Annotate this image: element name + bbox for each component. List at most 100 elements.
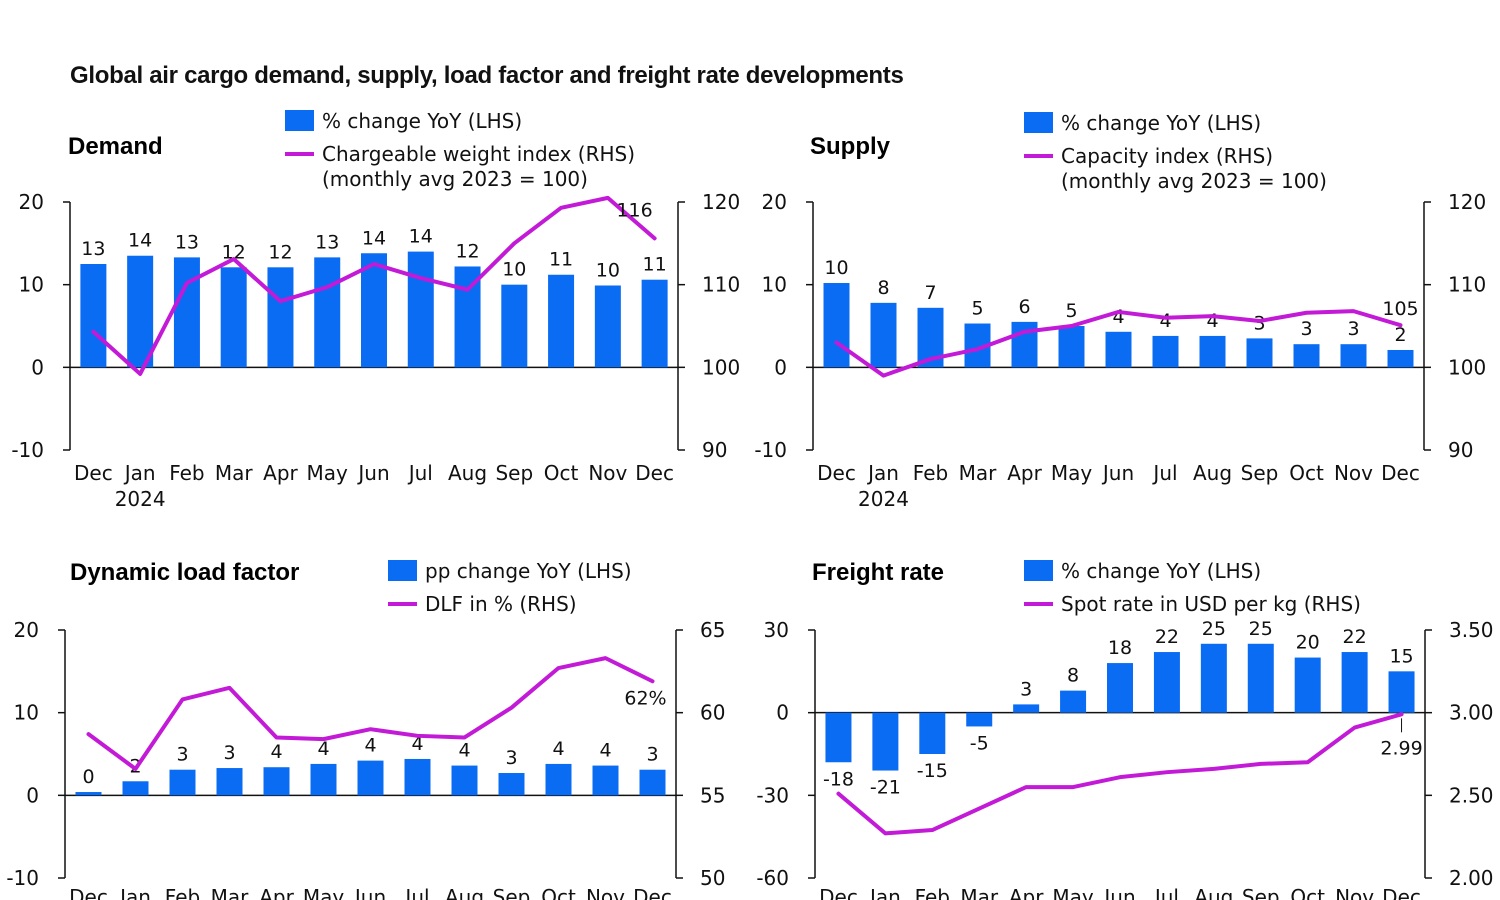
x-tick-label: Aug xyxy=(1194,885,1233,900)
bar-data-label: 12 xyxy=(455,240,479,262)
bar-data-label: 25 xyxy=(1202,618,1226,640)
series-line xyxy=(86,656,655,771)
bar-data-label: 3 xyxy=(176,744,188,766)
bar xyxy=(1294,657,1321,713)
bar-data-label: 3 xyxy=(1300,318,1312,340)
left-tick-label: 10 xyxy=(14,701,39,725)
bar xyxy=(1246,338,1273,368)
bar-data-label: 13 xyxy=(315,231,339,253)
bar xyxy=(216,768,243,796)
right-tick-label: 3.00 xyxy=(1449,701,1494,725)
bar xyxy=(1293,344,1320,368)
x-tick-label: May xyxy=(303,885,345,900)
bar-data-label: 3 xyxy=(223,742,235,764)
x-tick-label: Oct xyxy=(544,461,579,485)
x-tick-label: Jan xyxy=(866,461,899,485)
x-tick-label: Apr xyxy=(1009,885,1044,900)
panel-title: Demand xyxy=(68,133,163,160)
legend-line-label: Chargeable weight index (RHS) xyxy=(322,142,635,166)
line-end-label: 62% xyxy=(624,687,666,709)
bar xyxy=(1340,344,1367,368)
supply-chart: Supply % change YoY (LHS) Capacity index (… xyxy=(754,111,1486,511)
x-tick-label: Oct xyxy=(1290,885,1325,900)
bar-data-label: 22 xyxy=(1155,626,1179,648)
bar-data-label: 3 xyxy=(646,744,658,766)
x-year-label: 2024 xyxy=(858,487,909,511)
bar-data-label: 4 xyxy=(458,740,470,762)
bar-data-label: 5 xyxy=(971,298,983,320)
bar xyxy=(966,712,993,727)
right-tick-label: 3.50 xyxy=(1449,618,1494,642)
bar xyxy=(498,773,525,796)
bar-data-label: 12 xyxy=(222,241,246,263)
left-tick-label: -10 xyxy=(754,438,787,462)
x-tick-label: Sep xyxy=(1241,461,1279,485)
bar-data-label: 12 xyxy=(268,241,292,263)
left-tick-label: 10 xyxy=(762,273,787,297)
bar-data-label: 8 xyxy=(877,277,889,299)
bar xyxy=(1105,331,1132,368)
x-tick-label: Feb xyxy=(915,885,950,900)
bar xyxy=(639,769,666,796)
x-tick-label: Aug xyxy=(1193,461,1232,485)
x-tick-label: Dec xyxy=(633,885,672,900)
bar xyxy=(825,712,852,763)
legend-bar-swatch xyxy=(285,110,314,131)
x-tick-label: Dec xyxy=(1381,461,1420,485)
bar xyxy=(545,763,572,796)
bar-data-label: 4 xyxy=(552,738,564,760)
bar xyxy=(1341,652,1368,713)
bar xyxy=(1153,652,1180,713)
x-tick-label: Jan xyxy=(118,885,151,900)
bar xyxy=(80,264,107,368)
legend-bar-swatch xyxy=(388,560,417,581)
right-tick-label: 110 xyxy=(702,273,740,297)
x-tick-label: Jun xyxy=(1101,461,1134,485)
load-factor-chart: Dynamic load factor pp change YoY (LHS) DL… xyxy=(6,559,725,900)
x-tick-label: Jul xyxy=(1151,461,1177,485)
legend-bar-label: % change YoY (LHS) xyxy=(1061,111,1261,135)
left-tick-label: 10 xyxy=(19,273,44,297)
bar xyxy=(1060,690,1087,713)
legend-bar-swatch xyxy=(1024,560,1053,581)
bar xyxy=(1200,643,1227,713)
bar xyxy=(127,255,154,368)
bar xyxy=(919,712,946,754)
bar-data-label: 11 xyxy=(549,249,573,271)
bar-data-label: 3 xyxy=(505,747,517,769)
bar-data-label: 3 xyxy=(1020,678,1032,700)
x-tick-label: Jan xyxy=(868,885,901,900)
bar xyxy=(122,781,149,796)
left-tick-label: 20 xyxy=(19,190,44,214)
bar xyxy=(1152,335,1179,368)
bar-data-label: 7 xyxy=(924,282,936,304)
bar xyxy=(361,253,387,368)
bar xyxy=(823,283,850,368)
right-tick-label: 60 xyxy=(700,701,725,725)
x-year-label: 2024 xyxy=(115,487,166,511)
bar-data-label: 10 xyxy=(502,259,526,281)
left-tick-label: -60 xyxy=(756,866,789,890)
left-tick-label: 0 xyxy=(26,783,39,807)
x-tick-label: Feb xyxy=(913,461,948,485)
x-tick-label: Feb xyxy=(165,885,200,900)
bar-data-label: 11 xyxy=(643,254,667,276)
bar-data-label: 13 xyxy=(81,238,105,260)
bar xyxy=(594,285,621,368)
x-tick-label: Jul xyxy=(403,885,429,900)
right-tick-label: 65 xyxy=(700,618,725,642)
left-tick-label: 0 xyxy=(31,355,44,379)
x-tick-label: May xyxy=(1052,885,1094,900)
bar xyxy=(1058,326,1085,368)
bar-data-label: 14 xyxy=(128,230,152,252)
right-tick-label: 120 xyxy=(702,190,740,214)
bar xyxy=(548,274,575,368)
left-tick-label: 20 xyxy=(762,190,787,214)
left-tick-label: 20 xyxy=(14,618,39,642)
bar-data-label: 18 xyxy=(1108,637,1132,659)
bar-data-label: 4 xyxy=(364,735,376,757)
x-tick-label: Jul xyxy=(407,461,433,485)
bar-data-label: 2 xyxy=(1394,324,1406,346)
x-tick-label: Dec xyxy=(635,461,674,485)
page-title: Global air cargo demand, supply, load fa… xyxy=(70,62,904,89)
